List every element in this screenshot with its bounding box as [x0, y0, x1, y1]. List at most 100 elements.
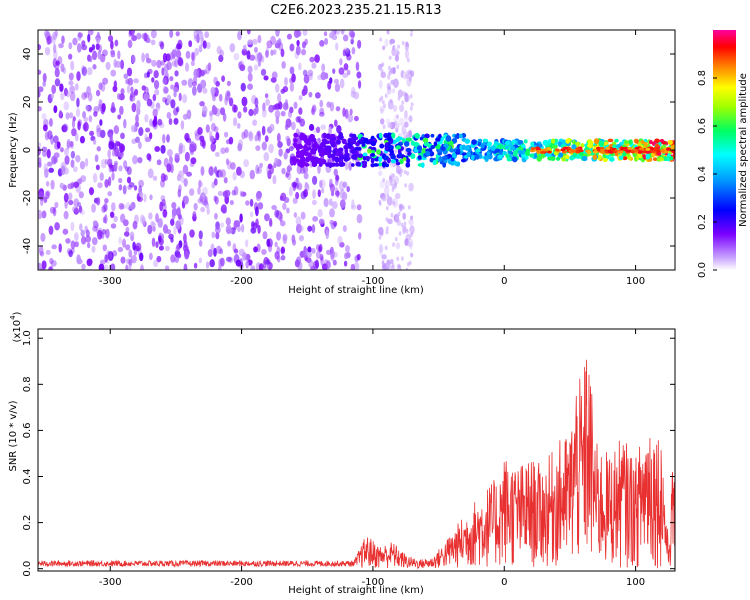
spectrogram-cell	[660, 149, 666, 153]
spectrogram-cell	[338, 162, 345, 167]
spectrogram-cell	[214, 196, 219, 205]
top-xtick-label: -300	[99, 276, 122, 287]
snr-ytick-label: 0.8	[22, 376, 33, 392]
spectrogram-cell	[126, 176, 132, 184]
spectrogram-cell	[178, 92, 182, 102]
snr-ytick-label: 1.0	[22, 330, 33, 346]
spectrogram-cell	[378, 162, 383, 167]
spectrogram-cell	[238, 248, 245, 257]
spectrogram-cell	[274, 83, 280, 93]
spectrogram-cell	[51, 244, 57, 250]
spectrogram-cell	[103, 203, 108, 213]
spectrogram-cell	[334, 83, 341, 93]
spectrogram-cell	[120, 132, 125, 140]
spectrogram-cell	[42, 150, 48, 158]
spectrogram-cell	[536, 155, 542, 162]
spectrogram-cell	[110, 51, 116, 58]
spectrogram-cell	[58, 43, 64, 49]
spectrogram-cell	[153, 117, 157, 127]
spectrogram-cell	[385, 163, 390, 168]
spectrogram-cell	[517, 150, 524, 154]
spectrogram-cell	[395, 137, 400, 143]
spectrogram-cell	[134, 88, 139, 96]
spectrogram-cell	[188, 40, 193, 48]
spectrogram-cell	[151, 237, 156, 247]
spectrogram-cell	[198, 230, 203, 240]
spectrogram-cell	[289, 82, 294, 92]
spectrogram-cell	[429, 157, 434, 163]
spectrogram-cell	[81, 66, 88, 77]
spectrogram-cell	[309, 72, 313, 81]
spectrogram-cell	[47, 161, 53, 167]
spectrogram-cell	[278, 148, 283, 157]
spectrogram-cell	[249, 54, 256, 61]
spectrogram-cell	[318, 245, 322, 253]
spectrogram-cell	[410, 252, 413, 258]
spectrogram-cell	[126, 84, 131, 94]
spectrogram-cell	[137, 157, 143, 164]
spectrogram-cell	[209, 112, 213, 122]
spectrogram-cell	[139, 191, 144, 198]
spectrogram-cell	[320, 158, 327, 165]
spectrogram-cell	[135, 136, 140, 143]
spectrogram-cell	[669, 155, 674, 161]
spectrogram-cell	[254, 46, 258, 53]
spectrogram-cell	[143, 72, 148, 79]
spectrogram-cell	[125, 258, 131, 265]
spectrogram-cell	[334, 162, 340, 167]
spectrogram-cell	[309, 56, 315, 63]
spectrogram-cell	[255, 192, 261, 202]
spectrogram-cell	[386, 135, 392, 142]
spectrogram-cell	[149, 194, 153, 201]
spectrogram-cell	[41, 146, 48, 152]
spectrogram-cell	[558, 152, 564, 158]
spectrogram-cell	[197, 186, 201, 195]
spectrogram-cell	[407, 151, 412, 156]
spectrogram-cell	[193, 202, 198, 211]
spectrogram-cell	[173, 225, 177, 235]
colorbar-tick-label: 0.6	[697, 118, 708, 134]
spectrogram-cell	[370, 158, 375, 164]
spectrogram-cell	[343, 155, 349, 162]
spectrogram-cell	[530, 147, 536, 151]
spectrogram-cell	[406, 171, 410, 176]
spectrogram-cell	[247, 30, 251, 35]
spectrogram-cell	[71, 119, 76, 129]
spectrogram-cell	[405, 233, 412, 241]
spectrogram-cell	[86, 242, 91, 249]
spectrogram-cell	[141, 52, 145, 63]
spectrogram-cell	[350, 263, 355, 270]
spectrogram-cell	[308, 260, 314, 269]
spectrogram-cell	[239, 213, 243, 223]
spectrogram-cell	[242, 106, 248, 113]
spectrogram-cell	[205, 124, 210, 133]
spectrogram-cell	[238, 139, 244, 150]
spectrogram-cell	[367, 148, 372, 154]
spectrogram-cell	[400, 222, 404, 228]
spectrogram-cell	[64, 155, 70, 165]
spectrogram-cell	[428, 147, 433, 153]
spectrogram-cell	[409, 225, 415, 235]
spectrogram-cell	[233, 248, 239, 254]
spectrogram-cell	[228, 136, 234, 145]
spectrogram-cell	[146, 98, 153, 107]
spectrogram-cell	[168, 118, 173, 126]
spectrogram-cell	[395, 161, 401, 166]
spectrogram-cell	[285, 148, 291, 154]
spectrogram-cell	[55, 60, 60, 66]
spectrogram-cell	[145, 127, 151, 133]
spectrogram-cell	[101, 102, 106, 113]
spectrogram-cell	[46, 148, 51, 159]
spectrogram-cell	[466, 151, 471, 158]
spectrogram-cell	[353, 262, 360, 270]
spectrogram-cell	[586, 150, 592, 154]
snr-scale-label: (x104)	[9, 311, 23, 342]
spectrogram-cell	[111, 142, 117, 150]
spectrogram-cell	[62, 228, 69, 235]
spectrogram-cell	[200, 166, 205, 176]
spectrogram-cell	[53, 105, 58, 114]
spectrogram-cell	[402, 225, 407, 235]
snr-xlabel: Height of straight line (km)	[288, 585, 424, 596]
spectrogram-cell	[66, 90, 70, 98]
spectrogram-cell	[286, 33, 292, 40]
